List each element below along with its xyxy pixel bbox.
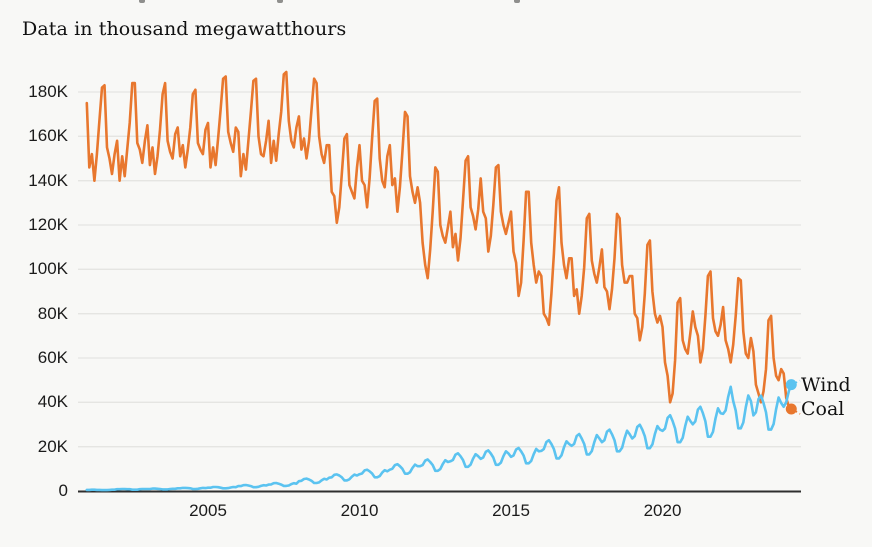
y-axis-tick-label: 160K [28,126,68,146]
y-axis-tick-label: 180K [28,82,68,101]
y-axis-tick-label: 140K [28,170,68,190]
legend-label-wind: Wind [801,374,851,396]
clipped-title-fragment [139,0,145,3]
wind-end-marker [785,379,797,391]
y-axis-tick-label: 120K [28,215,68,234]
y-axis-tick-label: 20K [37,436,68,456]
x-axis-tick-label: 2010 [340,501,379,520]
wind-line [85,383,793,492]
y-axis-tick-label: 0 [58,481,68,500]
chart-subtitle: Data in thousand megawatthours [22,18,347,40]
legend-label-coal: Coal [801,398,845,420]
y-axis-tick-label: 80K [37,303,68,323]
x-axis-tick-label: 2015 [492,501,530,520]
coal-line [85,70,793,411]
clipped-title-fragment [514,0,520,3]
y-axis-tick-label: 60K [37,348,68,367]
coal-end-marker [785,403,797,415]
clipped-title-fragment [277,0,283,3]
x-axis-tick-label: 2005 [189,501,227,520]
y-axis-tick-label: 100K [28,259,68,279]
y-axis-tick-label: 40K [37,392,68,412]
x-axis-tick-label: 2020 [643,501,682,520]
